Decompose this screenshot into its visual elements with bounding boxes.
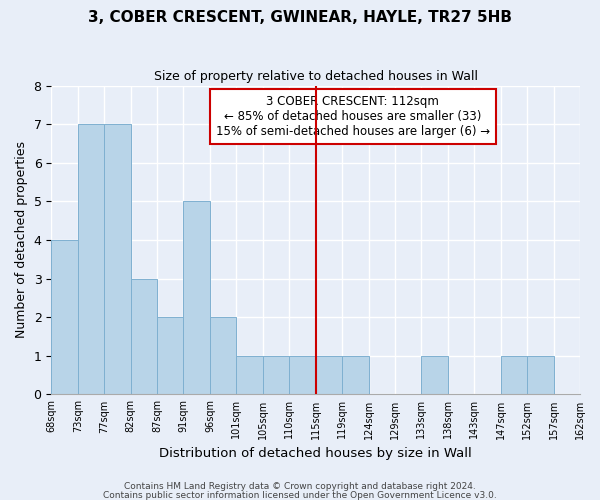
Text: Contains HM Land Registry data © Crown copyright and database right 2024.: Contains HM Land Registry data © Crown c… [124,482,476,491]
Bar [500,356,527,395]
Bar [316,356,342,395]
Bar [131,278,157,394]
Text: 3, COBER CRESCENT, GWINEAR, HAYLE, TR27 5HB: 3, COBER CRESCENT, GWINEAR, HAYLE, TR27 … [88,10,512,25]
Bar [51,240,78,394]
Bar [157,317,184,394]
Bar [527,356,554,395]
Bar [263,356,289,395]
Text: Contains public sector information licensed under the Open Government Licence v3: Contains public sector information licen… [103,490,497,500]
Bar [289,356,316,395]
Title: Size of property relative to detached houses in Wall: Size of property relative to detached ho… [154,70,478,83]
Bar [421,356,448,395]
Bar [342,356,368,395]
Y-axis label: Number of detached properties: Number of detached properties [15,142,28,338]
Text: 3 COBER CRESCENT: 112sqm
← 85% of detached houses are smaller (33)
15% of semi-d: 3 COBER CRESCENT: 112sqm ← 85% of detach… [215,95,490,138]
Bar [104,124,131,394]
X-axis label: Distribution of detached houses by size in Wall: Distribution of detached houses by size … [159,447,472,460]
Bar [236,356,263,395]
Bar [78,124,104,394]
Bar [184,202,210,394]
Bar [210,317,236,394]
